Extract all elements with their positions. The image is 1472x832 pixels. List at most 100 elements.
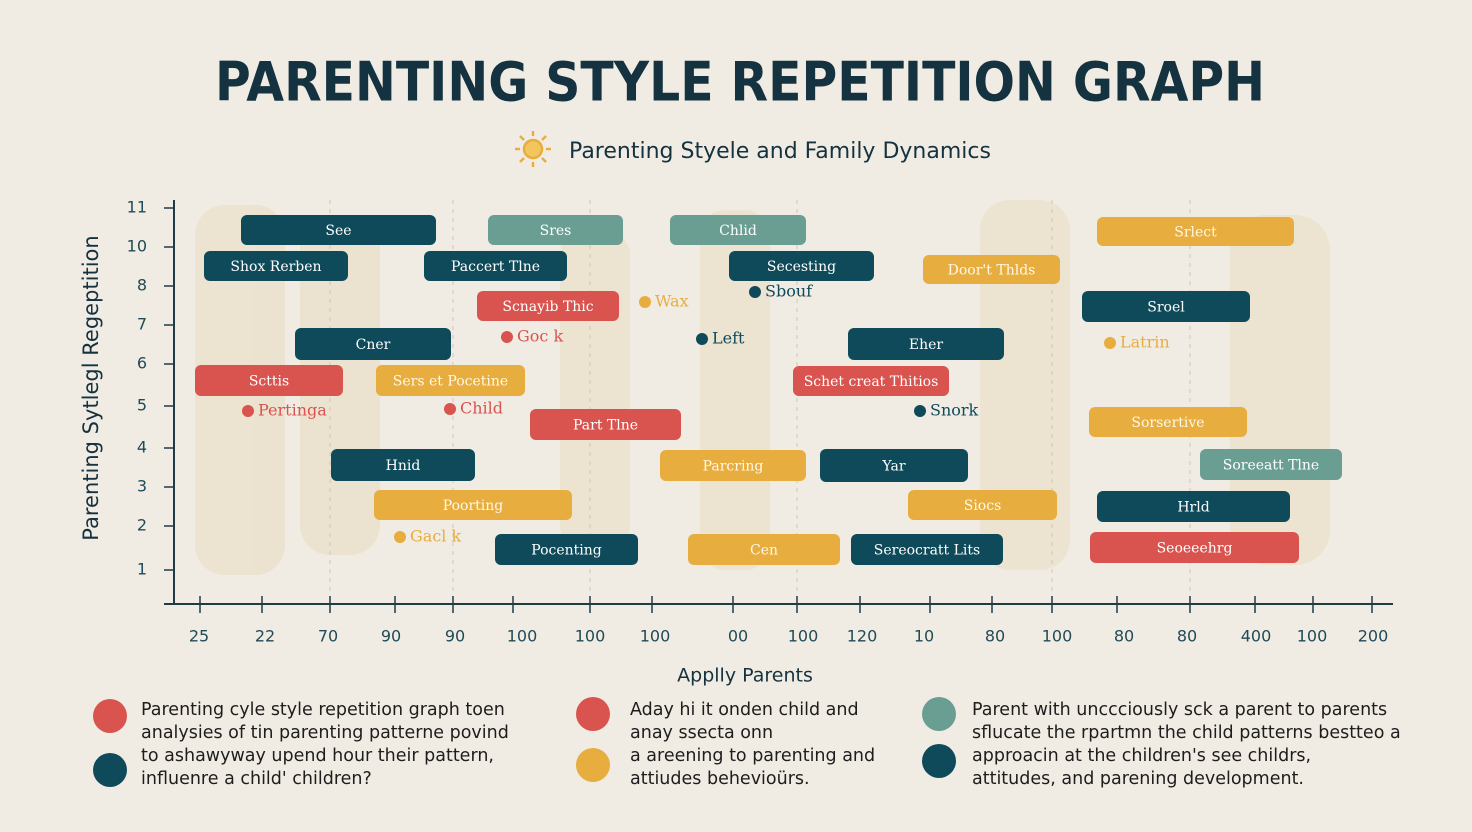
x-tick-label: 200 — [1358, 627, 1389, 646]
bar-label: Shox Rerben — [230, 259, 321, 275]
bar-label: Sroel — [1147, 300, 1185, 316]
bar-label: Door't Thlds — [948, 263, 1036, 279]
legend-dot — [93, 753, 127, 787]
bar — [374, 490, 572, 520]
x-tick-label: 100 — [788, 627, 819, 646]
bar-label: Cen — [750, 543, 778, 559]
bar-label: Part Tlne — [573, 418, 638, 434]
bar — [670, 215, 806, 245]
bar-label: Siocs — [964, 498, 1002, 514]
y-tick-label: 8 — [137, 276, 147, 295]
bar-label: Hrld — [1177, 500, 1209, 516]
annotation: Latrin — [1120, 333, 1170, 352]
bar-label: Secesting — [767, 259, 836, 275]
bar — [1097, 217, 1294, 246]
y-tick-label: 5 — [137, 396, 147, 415]
x-tick-label: 100 — [507, 627, 538, 646]
bar-label: Sorsertive — [1131, 415, 1204, 431]
annotation: Wax — [655, 292, 689, 311]
bar — [331, 449, 475, 481]
bar-label: Sres — [540, 223, 572, 239]
y-tick-label: 7 — [137, 315, 147, 334]
bar-label: Chlid — [719, 223, 757, 239]
bar — [477, 291, 619, 321]
bar — [376, 365, 525, 396]
bar — [660, 450, 806, 481]
annotation: Pertinga — [258, 401, 327, 420]
annotation-icon — [914, 405, 926, 417]
title: PARENTING STYLE REPETITION GRAPH — [215, 51, 1265, 114]
x-tick-label: 22 — [255, 627, 275, 646]
annotation: Snork — [930, 401, 979, 420]
bar — [848, 328, 1004, 360]
annotation-icon — [394, 531, 406, 543]
legend-text: a areening to parenting and — [630, 746, 875, 766]
annotation-icon — [1104, 337, 1116, 349]
bar-label: Seoeeehrg — [1157, 541, 1233, 557]
bar — [729, 251, 874, 281]
annotation: Child — [460, 399, 503, 418]
x-tick-label: 100 — [575, 627, 606, 646]
legend-text: sflucate the rpartmn the child patterns … — [972, 723, 1401, 743]
legend-text: approacin at the children's see childrs, — [972, 746, 1311, 766]
legend-text: influenre a child' children? — [141, 769, 372, 789]
legend-dot — [576, 697, 610, 731]
bar-label: Pocenting — [531, 543, 602, 559]
legend-text: Parenting cyle style repetition graph to… — [141, 700, 505, 720]
bar — [195, 365, 343, 396]
bar — [1082, 291, 1250, 322]
x-tick-label: 80 — [985, 627, 1005, 646]
legend-text: attitudes, and parening development. — [972, 769, 1304, 789]
bar — [1097, 491, 1290, 522]
annotation: Gacl k — [410, 527, 461, 546]
bar — [820, 449, 968, 482]
x-tick-label: 400 — [1241, 627, 1272, 646]
x-tick-label: 90 — [445, 627, 465, 646]
y-tick-label: 11 — [127, 198, 147, 217]
y-axis-label: Parenting Sytlegl Regeptition — [79, 235, 103, 540]
legend-text: anay ssecta onn — [630, 723, 773, 743]
annotation: Sbouf — [765, 282, 813, 301]
annotation-icon — [696, 333, 708, 345]
annotation: Goc k — [517, 327, 563, 346]
x-tick-label: 70 — [318, 627, 338, 646]
y-tick-label: 3 — [137, 477, 147, 496]
annotation-icon — [501, 331, 513, 343]
subtitle: Parenting Styele and Family Dynamics — [569, 139, 991, 164]
sun-icon — [515, 131, 551, 167]
bar — [495, 534, 638, 565]
bar — [851, 534, 1003, 565]
bar-label: Eher — [909, 337, 944, 353]
legend-dot — [922, 744, 956, 778]
bar — [793, 366, 949, 396]
bar-label: Hnid — [386, 458, 421, 474]
chart-area: 11 10 8 7 6 5 4 3 2 1 25 22 70 90 90 100 100 100 00 100 120 1… — [93, 198, 1401, 789]
legend-text: Parent with unccciously sck a parent to … — [972, 700, 1387, 720]
bar-label: Yar — [881, 459, 906, 475]
annotation-icon — [242, 405, 254, 417]
bar-label: Soreeatt Tlne — [1223, 458, 1319, 474]
legend-dot — [922, 697, 956, 731]
legend-text: to ashawyway upend hour their pattern, — [141, 746, 494, 766]
bar — [1089, 407, 1247, 437]
annotation-icon — [639, 296, 651, 308]
bar — [530, 409, 681, 440]
bar-label: Schet creat Thitios — [804, 374, 939, 390]
bar — [1090, 532, 1299, 563]
x-axis-label: Applly Parents — [677, 665, 813, 687]
x-tick-label: 120 — [847, 627, 878, 646]
legend-dot — [93, 699, 127, 733]
legend-text: attiudes behevioürs. — [630, 769, 810, 789]
bar-label: Scnayib Thic — [502, 299, 593, 315]
bar-label: Parcring — [703, 459, 764, 475]
bar — [923, 255, 1060, 284]
y-tick-label: 1 — [137, 560, 147, 579]
bar-label: Scttis — [249, 374, 289, 390]
bar — [908, 490, 1057, 520]
bar — [424, 251, 567, 281]
x-tick-label: 100 — [1042, 627, 1073, 646]
x-tick-label: 10 — [914, 627, 934, 646]
legend-dot — [576, 748, 610, 782]
x-tick-label: 90 — [381, 627, 401, 646]
